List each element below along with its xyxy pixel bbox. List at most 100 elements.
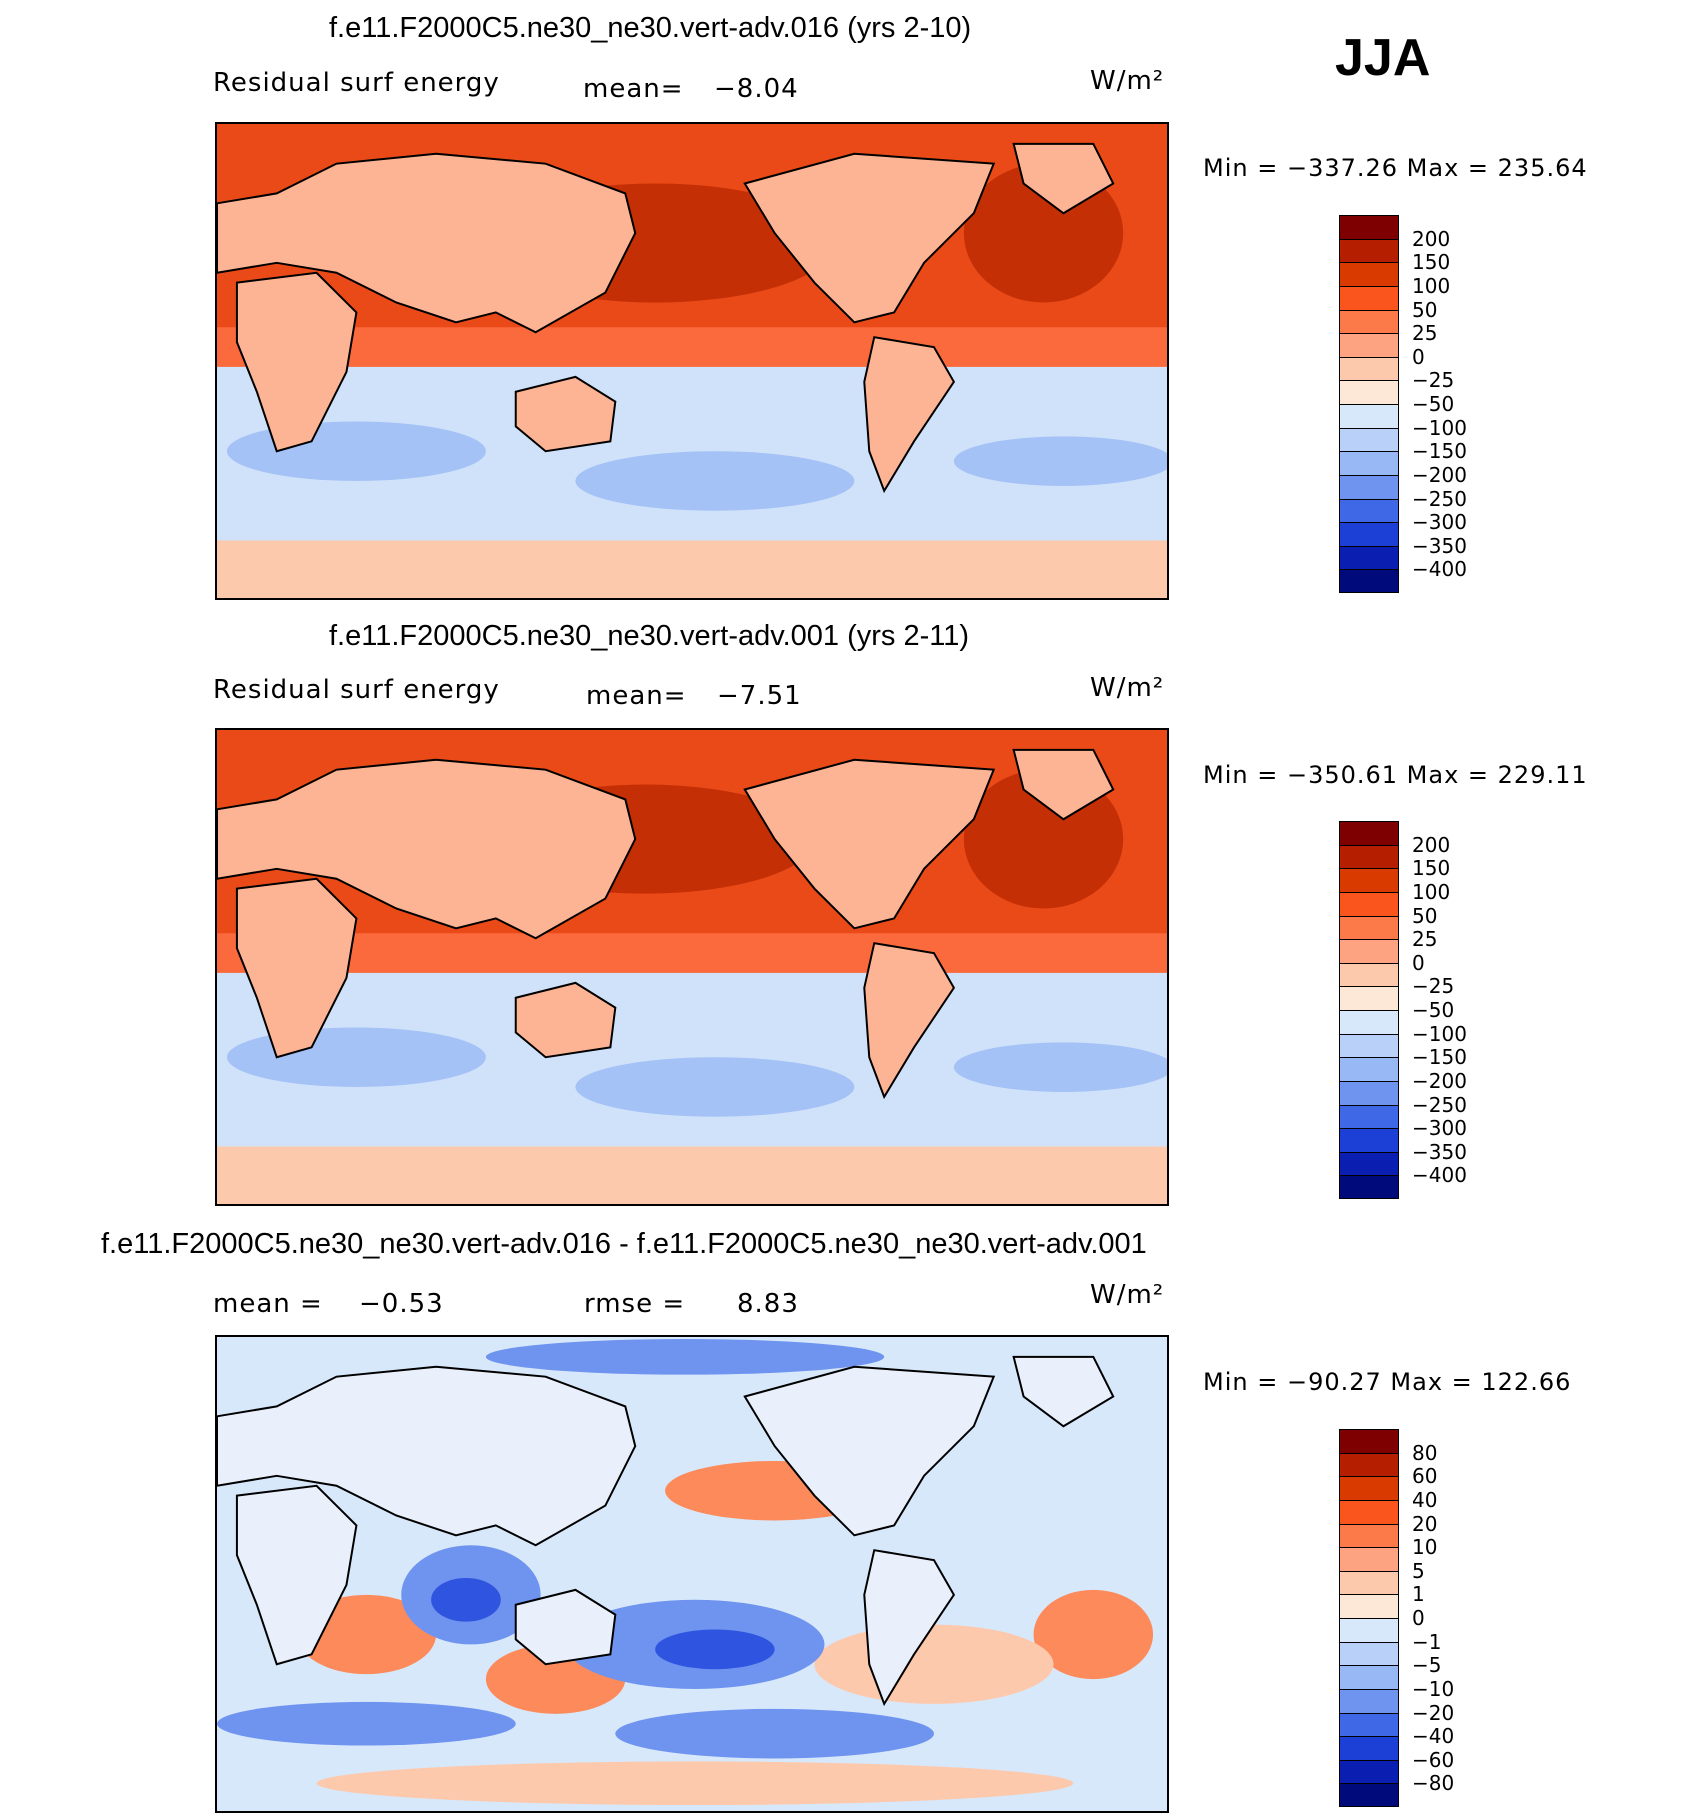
panel1-colorbar-segment xyxy=(1339,451,1399,476)
panel3-colorbar-segment xyxy=(1339,1759,1399,1784)
panel1-mean-label: mean= xyxy=(583,74,684,104)
panel1-colorbar-label: −350 xyxy=(1412,533,1467,558)
panel3-colorbar-segment xyxy=(1339,1476,1399,1501)
panel3-map xyxy=(215,1335,1169,1813)
panel2-colorbar-label: 0 xyxy=(1412,950,1425,975)
panel1-colorbar-label: 0 xyxy=(1412,344,1425,369)
panel3-continent-eurasia xyxy=(217,1365,637,1547)
panel2-colorbar-segment xyxy=(1339,891,1399,916)
panel3-warm-4 xyxy=(1033,1589,1154,1680)
panel1-colorbar-segment xyxy=(1339,380,1399,405)
panel3-continent-greenland xyxy=(1012,1355,1115,1428)
panel1-colorbar-segment xyxy=(1339,262,1399,287)
panel1-colorbar-label: −400 xyxy=(1412,557,1467,582)
panel2-colorbar-segment xyxy=(1339,1128,1399,1153)
panel3-cool-5 xyxy=(485,1338,885,1375)
panel1-colorbar-segment xyxy=(1339,427,1399,452)
panel3-colorbar-label: −1 xyxy=(1412,1629,1442,1654)
panel3-warm-light-2 xyxy=(316,1761,1074,1806)
panel3-colorbar-segment xyxy=(1339,1452,1399,1477)
panel1-colorbar-label: −250 xyxy=(1412,486,1467,511)
panel3-colorbar-segment xyxy=(1339,1736,1399,1761)
panel2-colorbar-label: −50 xyxy=(1412,998,1455,1022)
panel3-warm-light-1 xyxy=(814,1624,1054,1704)
panel3-continent-africa xyxy=(235,1484,358,1666)
panel1-colorbar-segment xyxy=(1339,569,1399,593)
panel1-antarctica xyxy=(217,540,1167,598)
panel3-colorbar-label: 0 xyxy=(1412,1606,1425,1630)
panel3-title: f.e11.F2000C5.ne30_ne30.vert-adv.016 - f… xyxy=(101,1228,1147,1260)
panel3-continent-australia xyxy=(514,1588,617,1666)
panel3-colorbar-label: 40 xyxy=(1412,1487,1438,1512)
panel2-antarctica xyxy=(217,1146,1167,1204)
panel3-mean-value: −0.53 xyxy=(359,1289,444,1319)
panel2-ocean-sh-low-2 xyxy=(575,1057,855,1117)
panel2-map xyxy=(215,728,1169,1206)
panel1-colorbar-label: −300 xyxy=(1412,510,1467,535)
panel2-colorbar-label: −300 xyxy=(1412,1116,1467,1141)
panel1-continent-africa xyxy=(235,271,358,453)
panel3-colorbar-label: −10 xyxy=(1412,1676,1455,1701)
panel1-colorbar-label: 100 xyxy=(1412,273,1451,298)
panel3-colorbar-label: −40 xyxy=(1412,1724,1455,1749)
panel3-map-svg xyxy=(217,1337,1167,1811)
panel1-map-svg xyxy=(217,124,1167,598)
panel2-mean-value: −7.51 xyxy=(717,681,802,711)
panel3-minmax: Min = −90.27 Max = 122.66 xyxy=(1203,1368,1572,1396)
season-label: JJA xyxy=(1335,29,1431,87)
panel2-continent-greenland xyxy=(1012,748,1115,821)
panel2-map-svg xyxy=(217,730,1167,1204)
panel2-tropics xyxy=(217,933,1167,973)
panel3-colorbar-label: 5 xyxy=(1412,1558,1425,1583)
panel2-colorbar-segment xyxy=(1339,1175,1399,1199)
panel1-continent-south-america xyxy=(863,336,956,494)
panel3-colorbar-label: −80 xyxy=(1412,1771,1455,1796)
panel2-colorbar-segment xyxy=(1339,1033,1399,1058)
panel3-colorbar-segment xyxy=(1339,1688,1399,1713)
panel3-cool-dark-1 xyxy=(431,1577,501,1622)
panel1-colorbar-label: 150 xyxy=(1412,250,1451,275)
panel1-colorbar-label: −200 xyxy=(1412,462,1467,487)
panel2-ocean-sh-low-3 xyxy=(953,1042,1167,1092)
panel1-mean-value: −8.04 xyxy=(714,74,799,104)
panel2-colorbar-label: 50 xyxy=(1412,903,1438,928)
panel2-colorbar-label: −250 xyxy=(1412,1092,1467,1117)
panel3-colorbar-segment xyxy=(1339,1547,1399,1572)
panel1-colorbar-label: −150 xyxy=(1412,439,1467,464)
panel1-colorbar-segment xyxy=(1339,404,1399,429)
panel2-title: f.e11.F2000C5.ne30_ne30.vert-adv.001 (yr… xyxy=(329,620,969,652)
panel2-colorbar xyxy=(1339,821,1399,1199)
panel2-units: W/m² xyxy=(1090,673,1165,703)
panel1-colorbar-segment xyxy=(1339,545,1399,570)
panel3-colorbar-segment xyxy=(1339,1641,1399,1666)
panel2-colorbar-segment xyxy=(1339,821,1399,846)
panel1-tropics xyxy=(217,327,1167,367)
panel3-rmse-value: 8.83 xyxy=(737,1289,799,1319)
panel1-colorbar-label: 200 xyxy=(1412,226,1451,251)
panel1-continent-north-america xyxy=(743,152,996,324)
panel2-colorbar-segment xyxy=(1339,1151,1399,1176)
panel2-colorbar-segment xyxy=(1339,1057,1399,1082)
panel1-colorbar-segment xyxy=(1339,238,1399,263)
panel1-units: W/m² xyxy=(1090,66,1165,96)
panel2-continent-north-america xyxy=(743,758,996,930)
panel1-variable: Residual surf energy xyxy=(213,68,500,98)
panel1-ocean-sh-low-1 xyxy=(226,421,486,481)
panel1-continent-australia xyxy=(514,375,617,453)
panel1-title: f.e11.F2000C5.ne30_ne30.vert-adv.016 (yr… xyxy=(329,12,972,44)
panel2-colorbar-segment xyxy=(1339,939,1399,964)
panel2-minmax: Min = −350.61 Max = 229.11 xyxy=(1203,761,1588,789)
panel2-mean-label: mean= xyxy=(586,681,687,711)
panel3-units: W/m² xyxy=(1090,1280,1165,1310)
panel1-ocean-sh-low-3 xyxy=(953,436,1167,486)
panel2-colorbar-segment xyxy=(1339,844,1399,869)
panel3-colorbar-label: 1 xyxy=(1412,1582,1425,1607)
panel3-colorbar-segment xyxy=(1339,1783,1399,1807)
panel3-colorbar-label: −5 xyxy=(1412,1653,1442,1678)
panel2-continent-eurasia xyxy=(217,758,637,940)
panel2-colorbar-label: −400 xyxy=(1412,1163,1467,1188)
panel2-colorbar-segment xyxy=(1339,868,1399,893)
panel3-colorbar-segment xyxy=(1339,1618,1399,1643)
panel3-rmse-label: rmse = xyxy=(584,1289,686,1319)
panel2-colorbar-label: 150 xyxy=(1412,856,1451,881)
